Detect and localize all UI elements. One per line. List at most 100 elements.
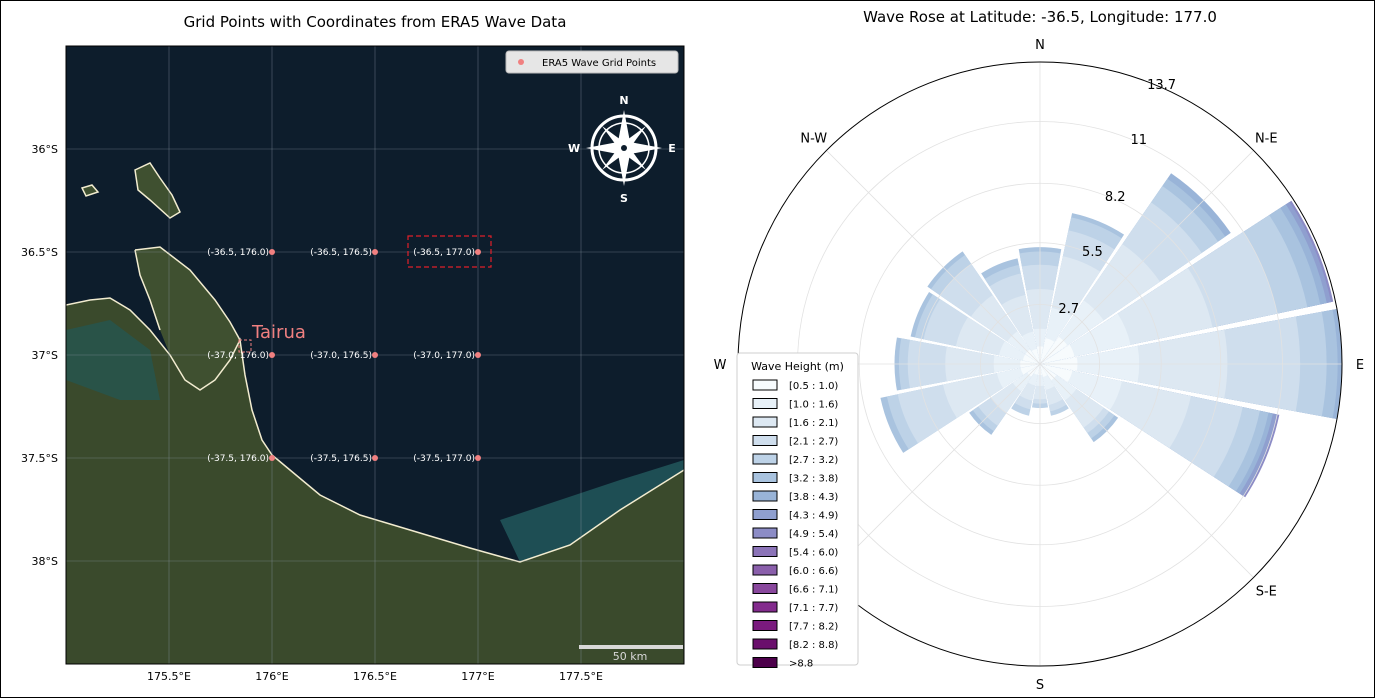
compass-e: E	[668, 142, 676, 155]
map-legend-box	[505, 50, 679, 74]
legend-point-marker	[518, 59, 524, 65]
rose-legend-swatch	[752, 638, 778, 650]
rose-legend-label: [0.5 : 1.0)	[789, 381, 838, 392]
rose-legend-label: [1.0 : 1.6)	[789, 400, 838, 411]
shallow-bay	[66, 320, 160, 400]
mainland-land	[66, 298, 684, 664]
rose-wedge	[1031, 348, 1040, 364]
direction-label: N-W	[800, 132, 827, 147]
grid-point-label: (-37.5, 177.0)	[413, 454, 475, 464]
rose-legend-label: [3.8 : 4.3)	[789, 492, 838, 503]
rose-legend-swatch	[752, 472, 778, 483]
scale-bar-line	[579, 645, 683, 649]
grid-point	[372, 249, 378, 255]
grid-point-label: (-37.0, 177.0)	[413, 351, 475, 361]
rose-wedge	[1040, 344, 1075, 364]
grid-point	[269, 249, 275, 255]
compass-rose-icon: N S E W	[568, 94, 676, 205]
rose-legend-label: [5.4 : 6.0)	[789, 548, 838, 559]
rose-spoke	[1039, 150, 1254, 365]
rose-legend-swatch	[752, 453, 778, 465]
rose-wedge	[1033, 364, 1040, 375]
direction-label: S-E	[1256, 584, 1277, 599]
x-tick-label: 177°E	[461, 670, 494, 683]
x-tick-label: 177.5°E	[559, 670, 603, 683]
compass-w: W	[568, 142, 580, 155]
rose-legend-label: [4.3 : 4.9)	[789, 511, 838, 522]
rose-legend-swatch	[752, 564, 778, 576]
grid-point-label: (-37.0, 176.0)	[207, 351, 269, 361]
y-tick-label: 37°S	[32, 349, 58, 362]
grid-point-label: (-36.5, 177.0)	[413, 248, 475, 258]
rose-legend-label: [3.2 : 3.8)	[789, 474, 838, 485]
rose-legend-label: [8.2 : 8.8)	[789, 640, 838, 651]
direction-label: E	[1356, 358, 1364, 373]
y-tick-label: 38°S	[32, 555, 58, 568]
grid-point-label: (-37.5, 176.5)	[310, 454, 372, 464]
rose-spoke	[1039, 363, 1254, 578]
rose-legend-swatch	[752, 416, 778, 428]
tairua-label: Tairua	[251, 322, 306, 343]
map-title: Grid Points with Coordinates from ERA5 W…	[184, 13, 567, 31]
rose-legend-label: >8.8	[789, 659, 813, 670]
grid-point	[269, 352, 275, 358]
grid-point-label: (-36.5, 176.5)	[310, 248, 372, 258]
rose-wedge	[1022, 354, 1040, 364]
map-area	[66, 46, 684, 664]
rose-legend-swatch	[752, 583, 778, 594]
scale-bar-label: 50 km	[613, 650, 648, 663]
compass-s: S	[620, 192, 628, 205]
grid-points: (-36.5, 176.0) (-36.5, 176.5) (-36.5, 177.…	[207, 248, 481, 464]
grid-point	[475, 249, 481, 255]
y-tick-label: 36.5°S	[21, 246, 58, 259]
grid-point-label: (-36.5, 176.0)	[207, 248, 269, 258]
rose-legend-swatch	[752, 379, 778, 391]
x-tick-label: 176.5°E	[353, 670, 397, 683]
rose-legend-label: [6.0 : 6.6)	[789, 566, 838, 577]
coromandel-land	[135, 247, 240, 390]
grid-point	[372, 455, 378, 461]
tairua-marker	[238, 339, 252, 353]
grid-point	[269, 455, 275, 461]
wave-rose-legend: Wave Height (m) [0.5 : 1.0) [1.0 : 1.6) [1.…	[736, 352, 859, 670]
x-tick-label: 175.5°E	[147, 670, 191, 683]
coromandel-coastline	[134, 246, 241, 341]
highlight-box	[407, 235, 492, 268]
scale-bar: 50 km	[579, 645, 683, 663]
grid-point	[475, 455, 481, 461]
direction-label: N-E	[1255, 132, 1278, 147]
rose-ring-label: 2.7	[1058, 302, 1079, 317]
rose-legend-swatch	[752, 435, 778, 446]
rose-legend-swatch	[752, 398, 778, 409]
grid-point-label: (-37.0, 176.5)	[310, 351, 372, 361]
rose-legend-swatch	[752, 509, 778, 520]
rose-wedge	[1020, 364, 1040, 375]
x-tick-label: 176°E	[255, 670, 288, 683]
rose-ring-label: 8.2	[1105, 190, 1126, 205]
grid-point	[372, 352, 378, 358]
rose-legend-label: [7.7 : 8.2)	[789, 622, 838, 633]
grid-point	[475, 352, 481, 358]
grid-point-label: (-37.5, 176.0)	[207, 454, 269, 464]
rose-legend-swatch	[752, 546, 778, 557]
shallow-coast	[500, 460, 684, 562]
island-coastline	[134, 162, 181, 219]
rose-spoke	[826, 363, 1041, 578]
rose-wedge	[1040, 338, 1055, 364]
rose-spoke	[826, 150, 1041, 365]
rose-legend-label: [4.9 : 5.4)	[789, 529, 838, 540]
direction-label: N	[1035, 38, 1045, 53]
coastline	[66, 297, 684, 563]
y-tick-label: 37.5°S	[21, 452, 58, 465]
y-tick-label: 36°S	[32, 143, 58, 156]
rose-legend-label: [7.1 : 7.7)	[789, 603, 838, 614]
rose-legend-swatch	[752, 657, 778, 668]
rose-legend-label: [2.7 : 3.2)	[789, 455, 838, 466]
map-legend-label: ERA5 Wave Grid Points	[542, 58, 656, 69]
rose-legend-swatch	[752, 527, 778, 539]
rose-legend-label: [6.6 : 7.1)	[789, 585, 838, 596]
rose-title: Wave Rose at Latitude: -36.5, Longitude:…	[863, 8, 1217, 26]
rose-legend-swatch	[752, 620, 778, 631]
rose-ring-label: 5.5	[1082, 245, 1103, 260]
